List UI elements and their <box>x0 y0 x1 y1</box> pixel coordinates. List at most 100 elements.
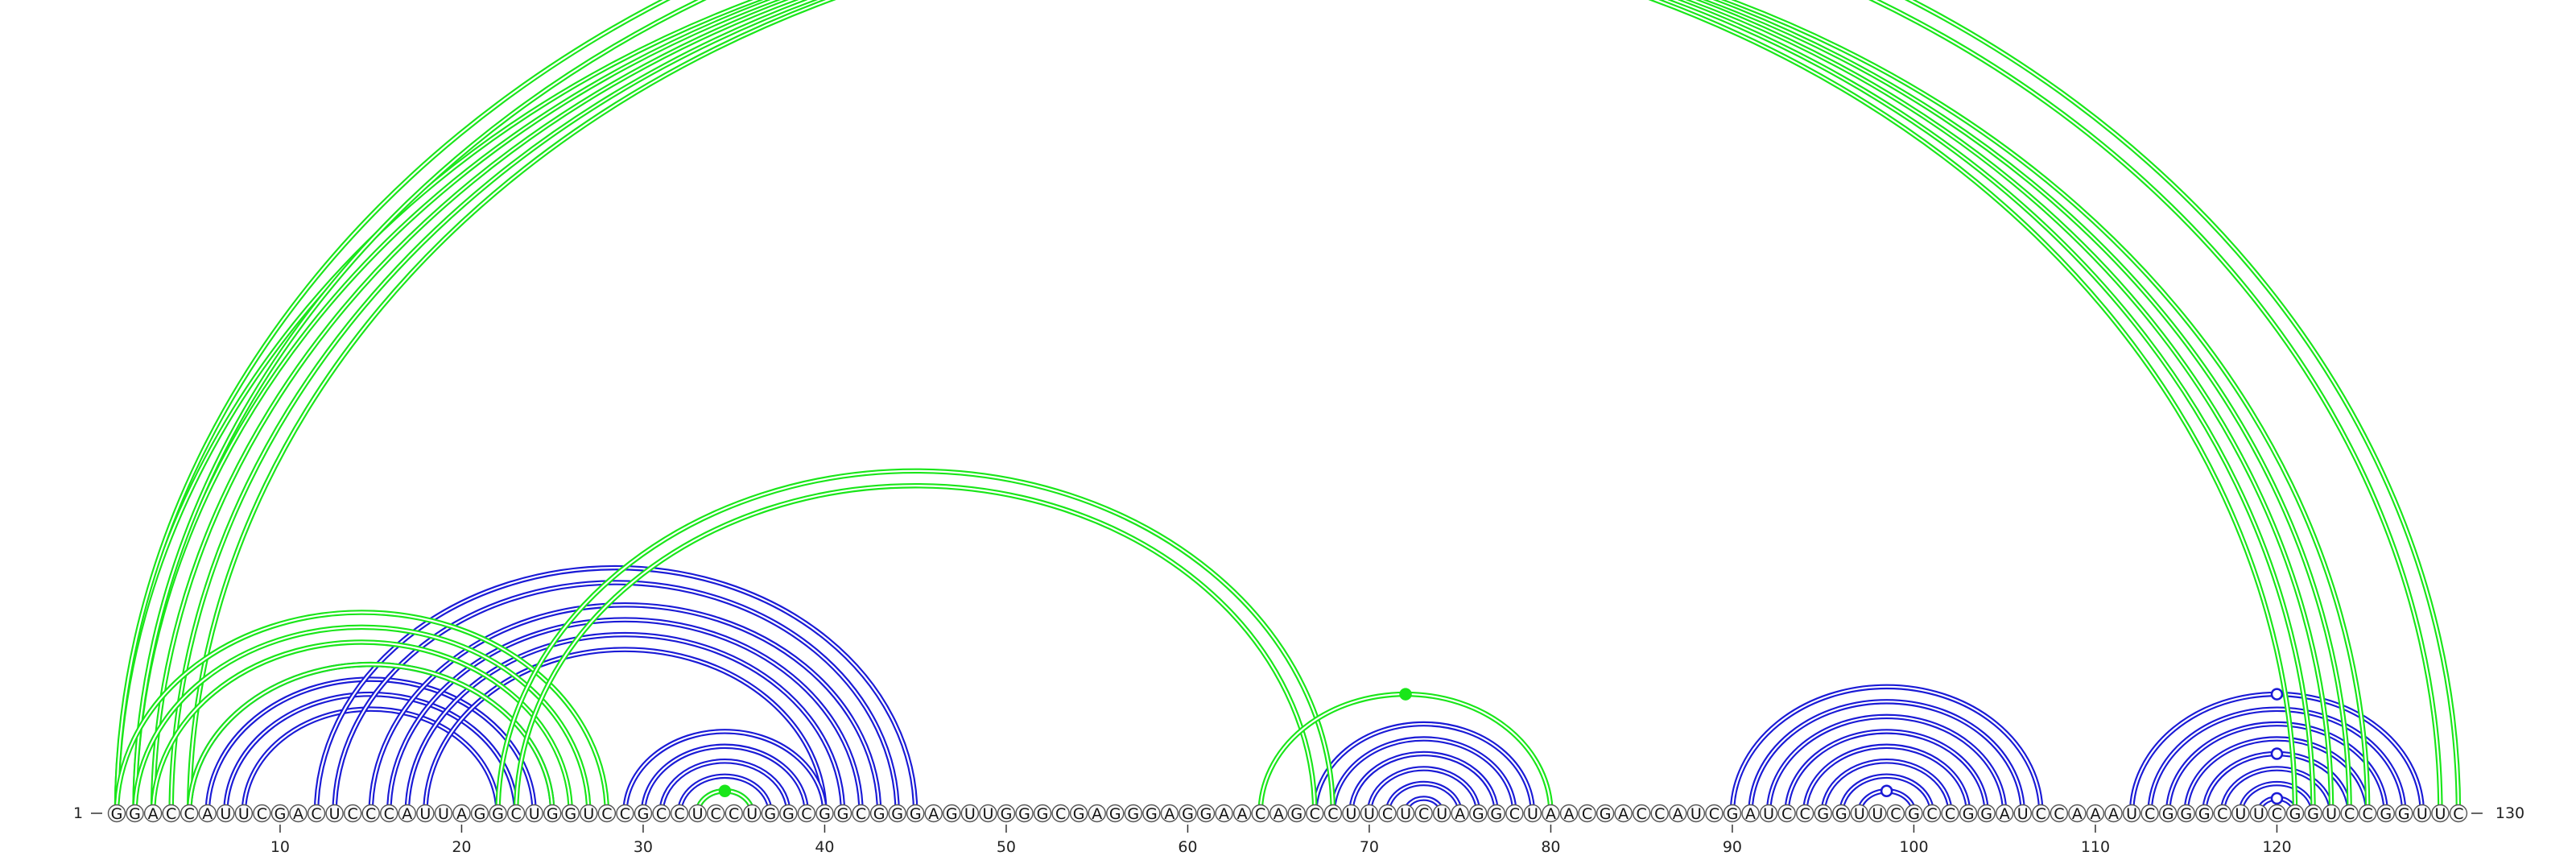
nucleotide-circle <box>1360 804 1379 823</box>
nucleotide-letter: U <box>2253 805 2264 823</box>
nucleotide-circle <box>1523 804 1542 823</box>
nucleotide-circle <box>779 804 798 823</box>
nucleotide-letter: C <box>1327 805 1338 823</box>
nucleotide-circle <box>1759 804 1778 823</box>
nucleotide-circle <box>126 804 144 823</box>
nucleotide-circle <box>561 804 580 823</box>
nucleotide-letter: G <box>1490 805 1502 823</box>
nucleotide-letter: C <box>1310 805 1320 823</box>
nucleotide-circle <box>2086 804 2105 823</box>
nucleotide-letter: C <box>1418 805 1429 823</box>
nucleotide-letter: G <box>1472 805 1484 823</box>
nucleotide-circle <box>1378 804 1397 823</box>
nucleotide-letter: C <box>2054 805 2064 823</box>
nucleotide-letter: U <box>1763 805 1774 823</box>
nucleotide-circle <box>1959 804 1978 823</box>
nucleotide-circle <box>1142 804 1161 823</box>
nucleotide-circle <box>217 804 235 823</box>
nucleotide-circle <box>997 804 1016 823</box>
green-arc-gap <box>115 0 2297 814</box>
green-arc-gap <box>115 611 608 814</box>
nucleotide-letter: C <box>711 805 721 823</box>
nucleotide-letter: U <box>2235 805 2246 823</box>
nucleotide-circle <box>743 804 762 823</box>
nucleotide-circle <box>2340 804 2359 823</box>
nucleotide-letter: A <box>1673 805 1683 823</box>
nucleotide-letter: G <box>1001 805 1013 823</box>
arc-apex-marker <box>2270 792 2284 805</box>
blue-arc-gap <box>1386 782 1461 814</box>
green-arc-gap <box>134 626 590 814</box>
nucleotide-letter: G <box>2289 805 2301 823</box>
nucleotide-circle <box>1269 804 1288 823</box>
tick-label: 90 <box>1723 838 1742 856</box>
nucleotide-letter: G <box>782 805 795 823</box>
nucleotide-circle <box>2195 804 2214 823</box>
sequence-start-label: 1 <box>73 804 83 822</box>
green-arc-gap <box>115 0 2460 814</box>
tick-label: 70 <box>1360 838 1379 856</box>
nucleotide-circle <box>1469 804 1488 823</box>
nucleotide-circle <box>2395 804 2413 823</box>
nucleotide-circle <box>1669 804 1687 823</box>
tick-label: 80 <box>1541 838 1560 856</box>
nucleotide-letter: U <box>2417 805 2428 823</box>
nucleotide-letter: G <box>1146 805 1158 823</box>
nucleotide-circle <box>1287 804 1306 823</box>
nucleotide-circle <box>1323 804 1343 823</box>
nucleotide-circle <box>343 804 362 823</box>
nucleotide-letter: G <box>1182 805 1194 823</box>
nucleotide-letter: G <box>764 805 776 823</box>
arc-apex-marker <box>2270 688 2284 701</box>
nucleotide-circle <box>2213 804 2232 823</box>
nucleotide-letter: G <box>1980 805 1992 823</box>
blue-arc-gap <box>1731 685 2042 814</box>
nucleotide-circle <box>724 804 743 823</box>
blue-arc-gap <box>242 708 499 814</box>
nucleotide-circle <box>307 804 326 823</box>
nucleotide-letter: A <box>293 805 303 823</box>
nucleotide-letter: G <box>1908 805 1920 823</box>
blue-arc-gap <box>2240 782 2314 814</box>
nucleotide-circle <box>1814 804 1832 823</box>
nucleotide-letter: A <box>148 805 159 823</box>
nucleotide-letter: C <box>1582 805 1592 823</box>
nucleotide-circle <box>1559 804 1579 823</box>
nucleotide-circle <box>380 804 398 823</box>
nucleotide-letter: G <box>1127 805 1139 823</box>
nucleotide-circle <box>489 804 507 823</box>
nucleotide-circle <box>1505 804 1524 823</box>
tick-label: 110 <box>2081 838 2110 856</box>
nucleotide-circle <box>869 804 889 823</box>
nucleotide-circle <box>1868 804 1887 823</box>
nucleotide-circle <box>815 804 834 823</box>
sequence-end-label: 130 <box>2496 804 2524 822</box>
nucleotide-circle <box>761 804 779 823</box>
nucleotide-letter: G <box>492 805 504 823</box>
nucleotide-circle <box>2249 804 2268 823</box>
nucleotide-circle <box>1088 804 1106 823</box>
nucleotide-letter: G <box>638 805 650 823</box>
nucleotide-letter: U <box>1436 805 1447 823</box>
nucleotide-circle <box>1995 804 2014 823</box>
nucleotide-letter: G <box>2162 805 2174 823</box>
nucleotide-circle <box>1850 804 1869 823</box>
nucleotide-circle <box>361 804 380 823</box>
nucleotide-letter: U <box>1345 805 1356 823</box>
nucleotide-letter: U <box>529 805 540 823</box>
tick-label: 10 <box>270 838 290 856</box>
nucleotide-letter: G <box>474 805 486 823</box>
nucleotide-circle <box>1777 804 1796 823</box>
nucleotide-letter: G <box>873 805 886 823</box>
arc-apex-marker <box>1399 688 1412 701</box>
nucleotide-circle <box>1196 804 1216 823</box>
blue-arc-gap <box>1368 767 1480 814</box>
blue-arc-gap <box>315 566 917 814</box>
blue-arc-gap <box>225 693 518 814</box>
nucleotide-letter: G <box>2398 805 2410 823</box>
nucleotide-letter: G <box>1018 805 1030 823</box>
nucleotide-letter: A <box>2108 805 2119 823</box>
nucleotide-circle <box>506 804 526 823</box>
tick-label: 50 <box>997 838 1016 856</box>
nucleotide-letter: G <box>275 805 287 823</box>
